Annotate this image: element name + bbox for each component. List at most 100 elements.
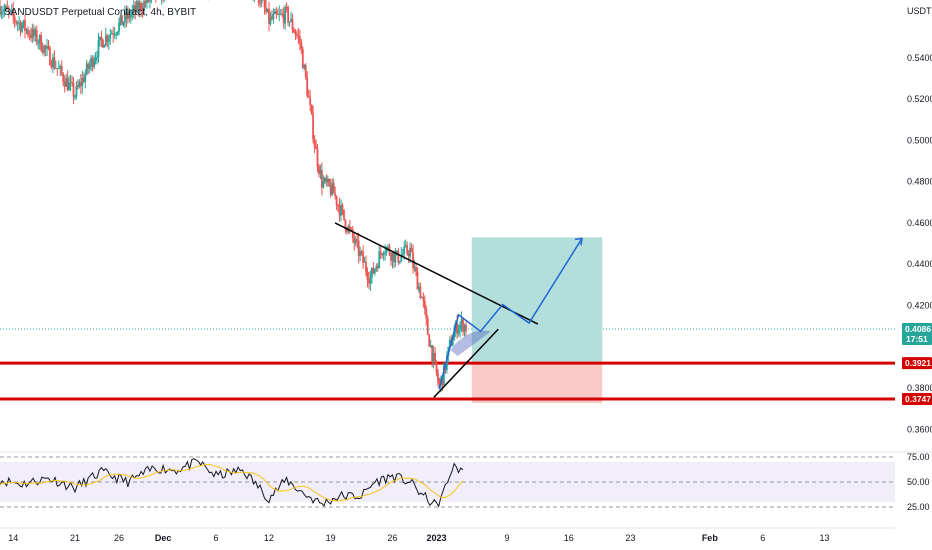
candle-body — [425, 308, 428, 319]
candle-body — [257, 0, 260, 3]
price-tick-label: 0.4200 — [907, 301, 932, 311]
projected-arrowhead[interactable] — [574, 237, 583, 246]
candle-body — [77, 85, 79, 87]
candle-body — [85, 63, 88, 75]
candle-body — [326, 178, 329, 183]
candle-body — [434, 352, 436, 361]
candle-body — [37, 42, 40, 44]
ascending-trendline[interactable] — [433, 328, 499, 398]
candle-body — [300, 42, 303, 49]
candle-body — [350, 228, 353, 230]
candle-body — [432, 352, 435, 362]
position-tool[interactable] — [471, 237, 603, 404]
candle-body — [437, 373, 439, 384]
stop-zone[interactable] — [471, 363, 603, 404]
candle-body — [400, 255, 403, 262]
candle-body — [312, 113, 314, 140]
date-tick-label: 23 — [625, 533, 635, 543]
candle-body — [423, 300, 426, 309]
candle-body — [107, 38, 110, 42]
candle-body — [94, 57, 97, 62]
candle-body — [294, 32, 297, 35]
candle-body — [331, 182, 334, 195]
candle-body — [135, 1, 138, 12]
candle-body — [90, 57, 93, 65]
candle-body — [116, 31, 119, 34]
candle-body — [144, 1, 147, 3]
candle-body — [404, 245, 407, 247]
date-tick-label: 12 — [264, 533, 274, 543]
currency-label: USDT — [907, 6, 932, 16]
candle-body — [137, 1, 140, 11]
candle-body — [13, 16, 16, 22]
candle-body — [79, 82, 82, 87]
candle-body — [412, 252, 414, 269]
date-tick-label: 13 — [819, 533, 829, 543]
candle-body — [269, 16, 272, 24]
date-tick-label: 21 — [70, 533, 80, 543]
candle-body — [6, 6, 9, 10]
candle-body — [381, 253, 384, 256]
candle-body — [131, 10, 134, 15]
candle-body — [138, 2, 141, 11]
price-tick-label: 0.5400 — [907, 53, 932, 63]
candle-body — [322, 181, 325, 188]
candle-body — [84, 74, 87, 82]
date-tick-label: 26 — [114, 533, 124, 543]
candle-body — [362, 251, 364, 263]
candle-body — [325, 177, 328, 183]
drawings[interactable] — [334, 222, 583, 398]
candle-body — [40, 35, 43, 51]
candle-body — [132, 5, 135, 11]
candle-body — [390, 254, 392, 261]
candle-body — [313, 139, 316, 147]
candle-body — [15, 21, 18, 24]
candle-body — [0, 6, 1, 15]
candle-body — [357, 240, 360, 256]
candle-body — [429, 345, 432, 347]
rsi-tick-label: 50.00 — [907, 477, 930, 487]
candle-body — [68, 82, 70, 91]
price-tick-label: 0.5200 — [907, 94, 932, 104]
candle-body — [38, 35, 41, 43]
candle-body — [319, 170, 322, 175]
candle-body — [397, 250, 400, 263]
candle-body — [65, 78, 68, 87]
candle-body — [32, 28, 35, 36]
candle-body — [332, 182, 335, 194]
candle-body — [379, 251, 382, 254]
candle-body — [420, 296, 423, 298]
candle-body — [460, 319, 463, 325]
candle-body — [27, 29, 29, 35]
candle-body — [74, 96, 76, 98]
candle-body — [106, 35, 109, 42]
date-tick-label: 9 — [505, 533, 510, 543]
candle-body — [368, 279, 370, 284]
candle-body — [60, 66, 63, 74]
price-tick-label: 0.4400 — [907, 259, 932, 269]
axes: 0.5400 0.5200 0.5000 0.4800 0.4600 0.4400 0.42… — [0, 53, 932, 543]
candle-body — [52, 57, 54, 68]
candle-body — [293, 29, 295, 33]
pattern-highlight[interactable] — [450, 330, 492, 357]
candle-body — [351, 229, 354, 238]
candle-body — [337, 205, 339, 207]
candle-body — [426, 318, 429, 335]
candle-body — [316, 149, 319, 167]
date-tick-label: 26 — [387, 533, 397, 543]
candle-body — [54, 67, 57, 69]
descending-trendline[interactable] — [334, 222, 539, 325]
candle-body — [24, 20, 26, 31]
profit-zone[interactable] — [471, 237, 603, 364]
candle-body — [394, 253, 397, 263]
candle-body — [21, 25, 23, 32]
projected-path[interactable] — [438, 238, 583, 390]
candle-body — [298, 36, 301, 43]
date-tick-label: 6 — [760, 533, 765, 543]
candle-body — [395, 250, 398, 254]
candle-body — [422, 296, 425, 301]
candle-body — [372, 267, 375, 274]
candle-body — [448, 340, 451, 347]
candle-body — [403, 246, 406, 255]
candle-body — [28, 34, 31, 36]
